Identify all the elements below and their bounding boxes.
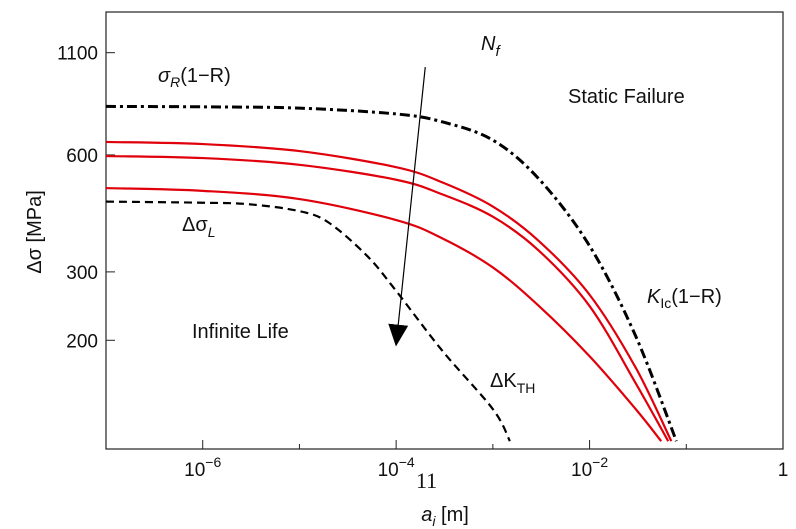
series-group: [105, 104, 678, 442]
y-tick-label: 200: [66, 331, 98, 352]
y-axis-title: Δσ [MPa]: [24, 190, 46, 274]
nf-arrow: [388, 67, 426, 347]
x-tick-label: 10−2: [571, 454, 608, 481]
delta-k-th-annotation: ΔKTH: [490, 370, 535, 396]
y-tick-label: 300: [66, 263, 98, 284]
red-curve-2: [105, 154, 670, 442]
plot-frame: [105, 11, 784, 450]
red-curve-1: [105, 140, 673, 442]
delta-sigma-l-annotation: ΔσL: [182, 214, 216, 240]
k-ic-annotation: KIc(1−R): [647, 286, 722, 311]
x-axis-title: ai [m]: [421, 504, 469, 529]
x-tick-label: 10−4: [378, 454, 415, 481]
x-tick-label: 1: [778, 460, 789, 481]
arrow: [388, 67, 426, 347]
y-tick-label: 1100: [57, 44, 98, 65]
axis-ticks: 10−6 10−4 10−2 1 1100 600 300 200: [57, 44, 788, 481]
red-curve-3: [105, 186, 663, 442]
x-tick-label: 10−6: [184, 454, 221, 481]
infinite-life-annotation: Infinite Life: [192, 321, 289, 343]
y-tick-label: 600: [66, 146, 98, 167]
nf-label: Nf: [481, 33, 501, 60]
delta-sigma-l-curve: [105, 200, 511, 442]
static-failure-annotation: Static Failure: [568, 86, 685, 108]
stray-number: 11: [416, 468, 437, 493]
sigma-r-annotation: σR(1−R): [158, 65, 231, 90]
